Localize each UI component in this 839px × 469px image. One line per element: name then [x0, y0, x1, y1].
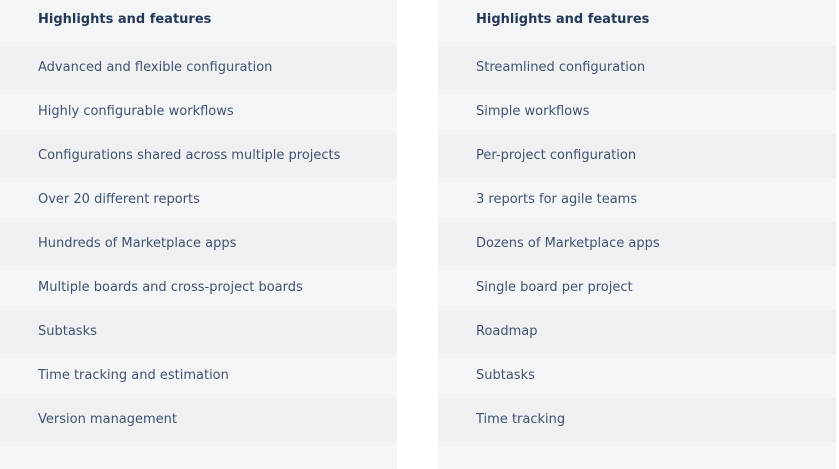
feature-row: Streamlined configuration	[438, 46, 836, 90]
column-header: Highlights and features	[476, 12, 650, 27]
feature-column-left: Highlights and features Advanced and flex…	[0, 0, 397, 469]
feature-row: Per-project configuration	[438, 134, 836, 178]
feature-row: Subtasks	[476, 368, 535, 383]
feature-row: Subtasks	[0, 310, 397, 354]
feature-row: Simple workflows	[476, 104, 590, 119]
feature-row: Time tracking and estimation	[38, 368, 229, 383]
feature-row: Dozens of Marketplace apps	[438, 222, 836, 266]
feature-column-right: Highlights and features Streamlined confi…	[438, 0, 836, 469]
feature-row: 3 reports for agile teams	[476, 192, 638, 207]
feature-row: Multiple boards and cross-project boards	[38, 280, 303, 295]
feature-row: Over 20 different reports	[38, 192, 200, 207]
feature-row: Time tracking	[438, 398, 836, 442]
feature-row: Highly configurable workflows	[38, 104, 234, 119]
feature-row: Hundreds of Marketplace apps	[0, 222, 397, 266]
feature-row: Version management	[0, 398, 397, 442]
feature-row: Single board per project	[476, 280, 633, 295]
feature-row: Configurations shared across multiple pr…	[0, 134, 397, 178]
feature-row: Roadmap	[438, 310, 836, 354]
feature-row: Advanced and flexible configuration	[0, 46, 397, 90]
column-header: Highlights and features	[38, 12, 212, 27]
